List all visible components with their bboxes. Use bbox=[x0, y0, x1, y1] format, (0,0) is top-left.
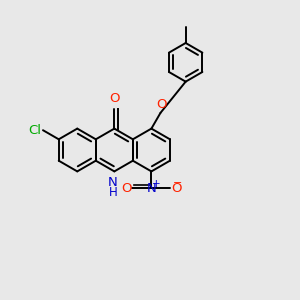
Text: N: N bbox=[147, 182, 157, 195]
Text: O: O bbox=[171, 182, 181, 195]
Text: Cl: Cl bbox=[28, 124, 41, 137]
Text: O: O bbox=[156, 98, 166, 111]
Text: O: O bbox=[121, 182, 131, 195]
Text: −: − bbox=[173, 178, 183, 188]
Text: +: + bbox=[152, 179, 161, 189]
Text: O: O bbox=[110, 92, 120, 105]
Text: H: H bbox=[109, 186, 117, 199]
Text: N: N bbox=[108, 176, 118, 189]
